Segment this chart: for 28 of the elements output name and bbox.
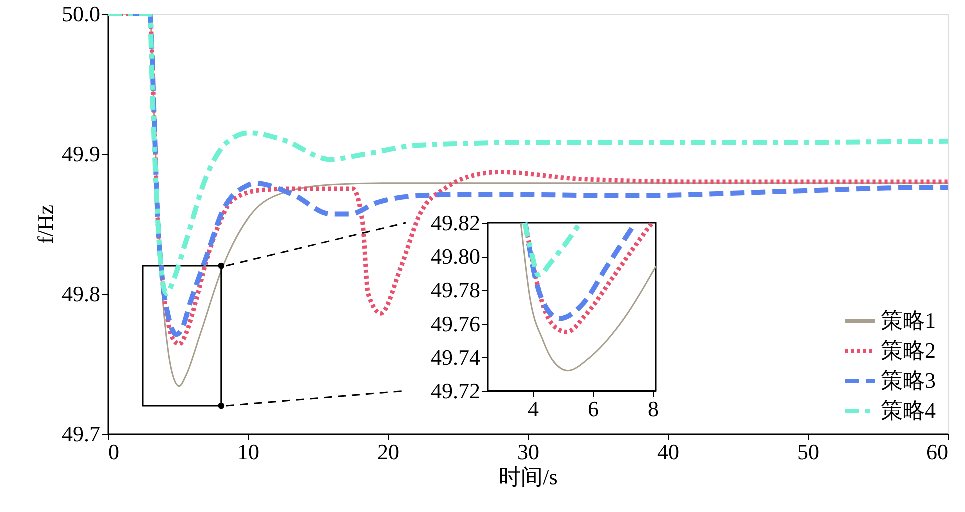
y-tick-label: 49.8	[62, 282, 100, 306]
x-tick-label: 40	[658, 440, 680, 464]
x-axis-title: 时间/s	[499, 464, 558, 490]
y-axis-title: f/Hz	[33, 204, 58, 244]
x-tick-label: 0	[108, 440, 120, 464]
x-tick-label: 50	[798, 440, 820, 464]
line-series	[523, 220, 655, 334]
x-tick-label: 30	[518, 440, 540, 464]
y-tick-label: 49.78	[431, 278, 480, 303]
y-tick-label: 49.9	[62, 142, 100, 166]
x-tick-label: 8	[648, 396, 659, 422]
x-tick-label: 4	[528, 396, 539, 422]
x-tick-label: 10	[238, 440, 260, 464]
legend-label: 策略2	[881, 338, 936, 363]
legend-label: 策略3	[881, 368, 936, 393]
y-tick-label: 49.74	[431, 344, 480, 370]
legend-label: 策略4	[881, 398, 936, 423]
line-series	[520, 222, 657, 372]
y-tick-label: 50.0	[62, 2, 100, 26]
legend-label: 策略1	[881, 308, 936, 333]
x-tick-label: 60	[926, 440, 948, 464]
y-tick-label: 49.76	[431, 311, 480, 336]
x-tick-label: 6	[588, 396, 599, 422]
y-tick-label: 49.7	[62, 422, 100, 446]
y-tick-label: 49.82	[431, 210, 480, 236]
y-tick-label: 49.80	[431, 244, 480, 270]
y-tick-label: 49.72	[431, 378, 480, 404]
x-tick-label: 20	[378, 440, 400, 464]
